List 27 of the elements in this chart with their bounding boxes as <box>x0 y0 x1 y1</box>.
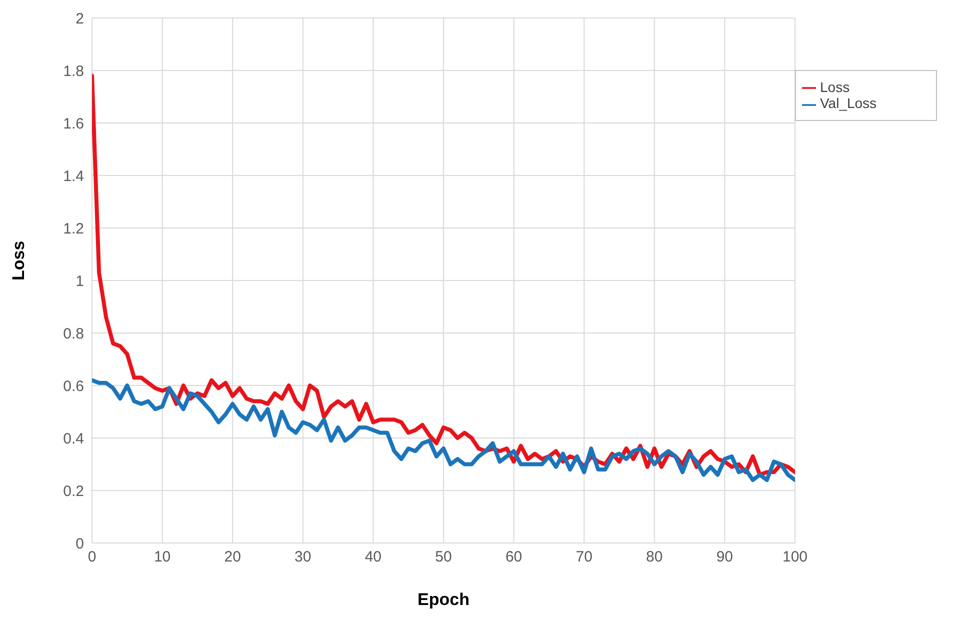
x-tick-label: 60 <box>505 548 522 566</box>
x-axis-title: Epoch <box>418 590 470 609</box>
y-tick-label: 1.2 <box>63 220 84 238</box>
x-tick-label: 10 <box>154 548 171 566</box>
y-tick-label: 1.4 <box>63 168 84 185</box>
x-tick-label: 20 <box>224 548 241 566</box>
y-tick-label: 1.6 <box>63 115 84 132</box>
x-tick-label: 90 <box>716 548 734 566</box>
y-tick-label: 0 <box>76 535 84 552</box>
y-tick-label: 2 <box>76 10 84 28</box>
x-tick-label: 30 <box>294 548 312 566</box>
x-tick-label: 50 <box>435 548 452 566</box>
x-tick-label: 100 <box>782 548 808 566</box>
x-tick-label: 80 <box>646 548 663 566</box>
y-axis-title: Loss <box>9 240 28 280</box>
y-tick-label: 1.8 <box>63 62 84 80</box>
y-tick-label: 0.4 <box>63 430 84 448</box>
y-tick-label: 0.2 <box>63 482 84 500</box>
legend-label: Val_Loss <box>820 95 877 112</box>
x-tick-label: 0 <box>88 548 96 566</box>
y-tick-label: 0.6 <box>63 378 84 395</box>
legend-label: Loss <box>820 79 850 95</box>
line-series <box>92 378 795 482</box>
x-tick-label: 40 <box>364 548 382 566</box>
y-tick-label: 0.8 <box>63 325 84 342</box>
y-tick-label: 1 <box>76 272 84 290</box>
x-tick-label: 70 <box>576 548 592 566</box>
